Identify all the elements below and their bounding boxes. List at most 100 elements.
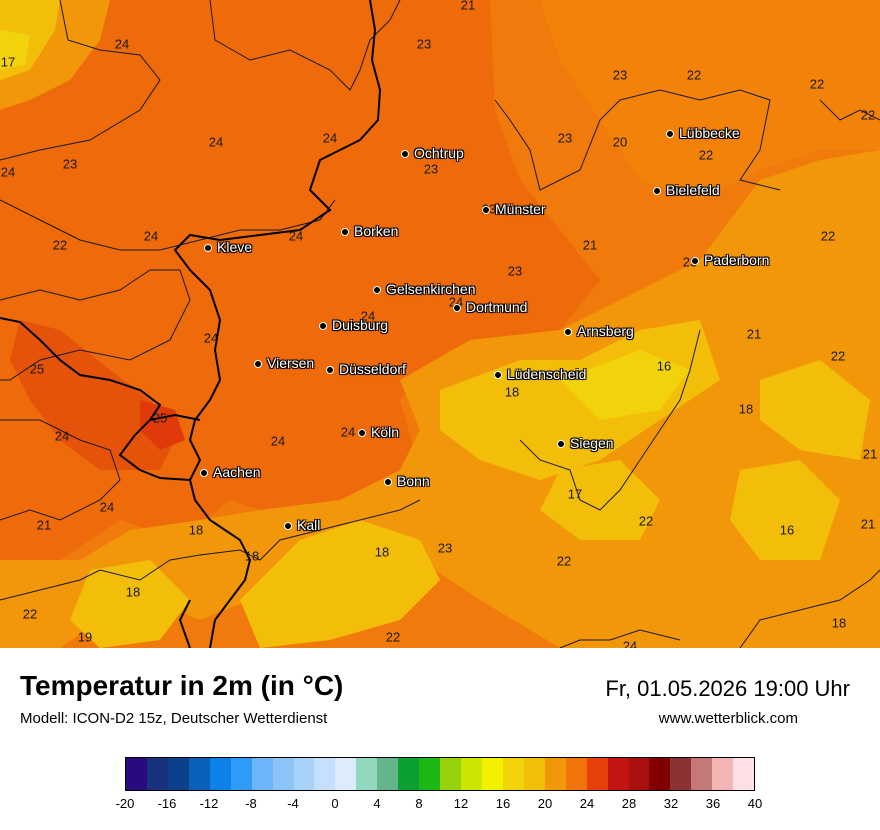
- temperature-map[interactable]: 21 23 24 17 23 22 22 22 24 23 20 22 24 2…: [0, 0, 880, 648]
- map-footer: Temperatur in 2m (in °C) Modell: ICON-D2…: [0, 648, 880, 830]
- color-scale-segment: [356, 758, 378, 790]
- color-scale-segment: [314, 758, 336, 790]
- city-duesseldorf[interactable]: Düsseldorf: [326, 361, 406, 377]
- city-dot-icon: [564, 328, 572, 336]
- map-value: 22: [860, 107, 876, 123]
- color-scale-segment: [691, 758, 713, 790]
- map-value: 19: [77, 629, 93, 645]
- map-value: 18: [504, 384, 520, 400]
- color-scale-tick: 20: [537, 796, 553, 811]
- map-value: 22: [22, 606, 38, 622]
- map-value: 21: [860, 516, 876, 532]
- map-value: 18: [244, 548, 260, 564]
- city-gelsenkirchen[interactable]: Gelsenkirchen: [373, 281, 476, 297]
- map-value: 24: [622, 638, 638, 649]
- model-info: Modell: ICON-D2 15z, Deutscher Wetterdie…: [20, 710, 328, 727]
- city-dot-icon: [358, 429, 366, 437]
- city-bielefeld[interactable]: Bielefeld: [653, 182, 720, 198]
- city-luedenscheid[interactable]: Lüdenscheid: [494, 366, 586, 382]
- color-scale-segment: [419, 758, 441, 790]
- color-scale-tick: 12: [453, 796, 469, 811]
- city-dot-icon: [204, 244, 212, 252]
- map-value: 21: [460, 0, 476, 13]
- color-scale-segment: [649, 758, 671, 790]
- city-dot-icon: [200, 469, 208, 477]
- map-value: 22: [556, 553, 572, 569]
- map-value: 17: [0, 54, 16, 70]
- map-value: 24: [54, 428, 70, 444]
- city-muenster[interactable]: Münster: [482, 201, 546, 217]
- color-scale-segment: [398, 758, 420, 790]
- city-arnsberg[interactable]: Arnsberg: [564, 323, 634, 339]
- map-value: 18: [188, 522, 204, 538]
- city-dot-icon: [284, 522, 292, 530]
- map-value: 24: [203, 330, 219, 346]
- city-dot-icon: [373, 286, 381, 294]
- map-value: 24: [114, 36, 130, 52]
- city-aachen[interactable]: Aachen: [200, 464, 260, 480]
- color-scale-segment: [523, 758, 545, 790]
- city-siegen[interactable]: Siegen: [557, 435, 614, 451]
- color-scale-segment: [440, 758, 461, 790]
- color-scale-segment: [733, 758, 755, 790]
- color-scale-segment: [251, 758, 273, 790]
- color-scale-segment: [126, 758, 147, 790]
- color-scale-tick: 32: [663, 796, 679, 811]
- city-koeln[interactable]: Köln: [358, 424, 399, 440]
- map-value: 20: [612, 134, 628, 150]
- city-dot-icon: [494, 371, 502, 379]
- color-scale-ticks: -20 -16 -12 -8 -4 0 4 8 12 16 20 24 28 32 36 40: [116, 796, 763, 816]
- city-dortmund[interactable]: Dortmund: [453, 299, 527, 315]
- color-scale-segment: [712, 758, 734, 790]
- color-scale-segment: [230, 758, 252, 790]
- map-value: 21: [36, 517, 52, 533]
- city-kleve[interactable]: Kleve: [204, 239, 252, 255]
- city-dot-icon: [254, 360, 262, 368]
- city-dot-icon: [453, 304, 461, 312]
- color-scale-segment: [502, 758, 524, 790]
- color-scale-segment: [565, 758, 587, 790]
- map-value: 23: [437, 540, 453, 556]
- map-value: 22: [638, 513, 654, 529]
- map-value: 25: [152, 410, 168, 426]
- city-dot-icon: [653, 187, 661, 195]
- city-dot-icon: [557, 440, 565, 448]
- color-scale-tick: 4: [373, 796, 381, 811]
- city-borken[interactable]: Borken: [341, 223, 398, 239]
- color-scale-tick: -12: [199, 796, 219, 811]
- map-value: 18: [738, 401, 754, 417]
- map-value: 17: [567, 486, 583, 502]
- color-scale-segment: [628, 758, 650, 790]
- map-value: 23: [423, 161, 439, 177]
- city-luebbecke[interactable]: Lübbecke: [666, 125, 740, 141]
- city-duisburg[interactable]: Duisburg: [319, 317, 388, 333]
- color-scale-tick: -8: [245, 796, 257, 811]
- color-scale-tick: -20: [115, 796, 135, 811]
- city-bonn[interactable]: Bonn: [384, 473, 430, 489]
- map-value: 18: [831, 615, 847, 631]
- color-scale: [125, 757, 755, 791]
- city-kall[interactable]: Kall: [284, 517, 320, 533]
- website-link[interactable]: www.wetterblick.com: [658, 710, 798, 727]
- city-dot-icon: [319, 322, 327, 330]
- map-value: 24: [360, 308, 376, 324]
- city-paderborn[interactable]: Paderborn: [691, 252, 769, 268]
- color-scale-tick: 36: [705, 796, 721, 811]
- city-viersen[interactable]: Viersen: [254, 355, 314, 371]
- city-dot-icon: [341, 228, 349, 236]
- map-value: 22: [52, 237, 68, 253]
- color-scale-segment: [670, 758, 692, 790]
- map-value: 22: [809, 76, 825, 92]
- map-value: 22: [698, 147, 714, 163]
- color-scale-tick: -16: [157, 796, 177, 811]
- map-value: 24: [270, 433, 286, 449]
- map-value: 25: [29, 361, 45, 377]
- color-scale-segment: [167, 758, 189, 790]
- map-value: 22: [820, 228, 836, 244]
- color-scale-segment: [607, 758, 629, 790]
- city-dot-icon: [326, 366, 334, 374]
- city-ochtrup[interactable]: Ochtrup: [401, 145, 464, 161]
- city-dot-icon: [482, 206, 490, 214]
- color-scale-tick: 24: [579, 796, 595, 811]
- map-value: 21: [862, 446, 878, 462]
